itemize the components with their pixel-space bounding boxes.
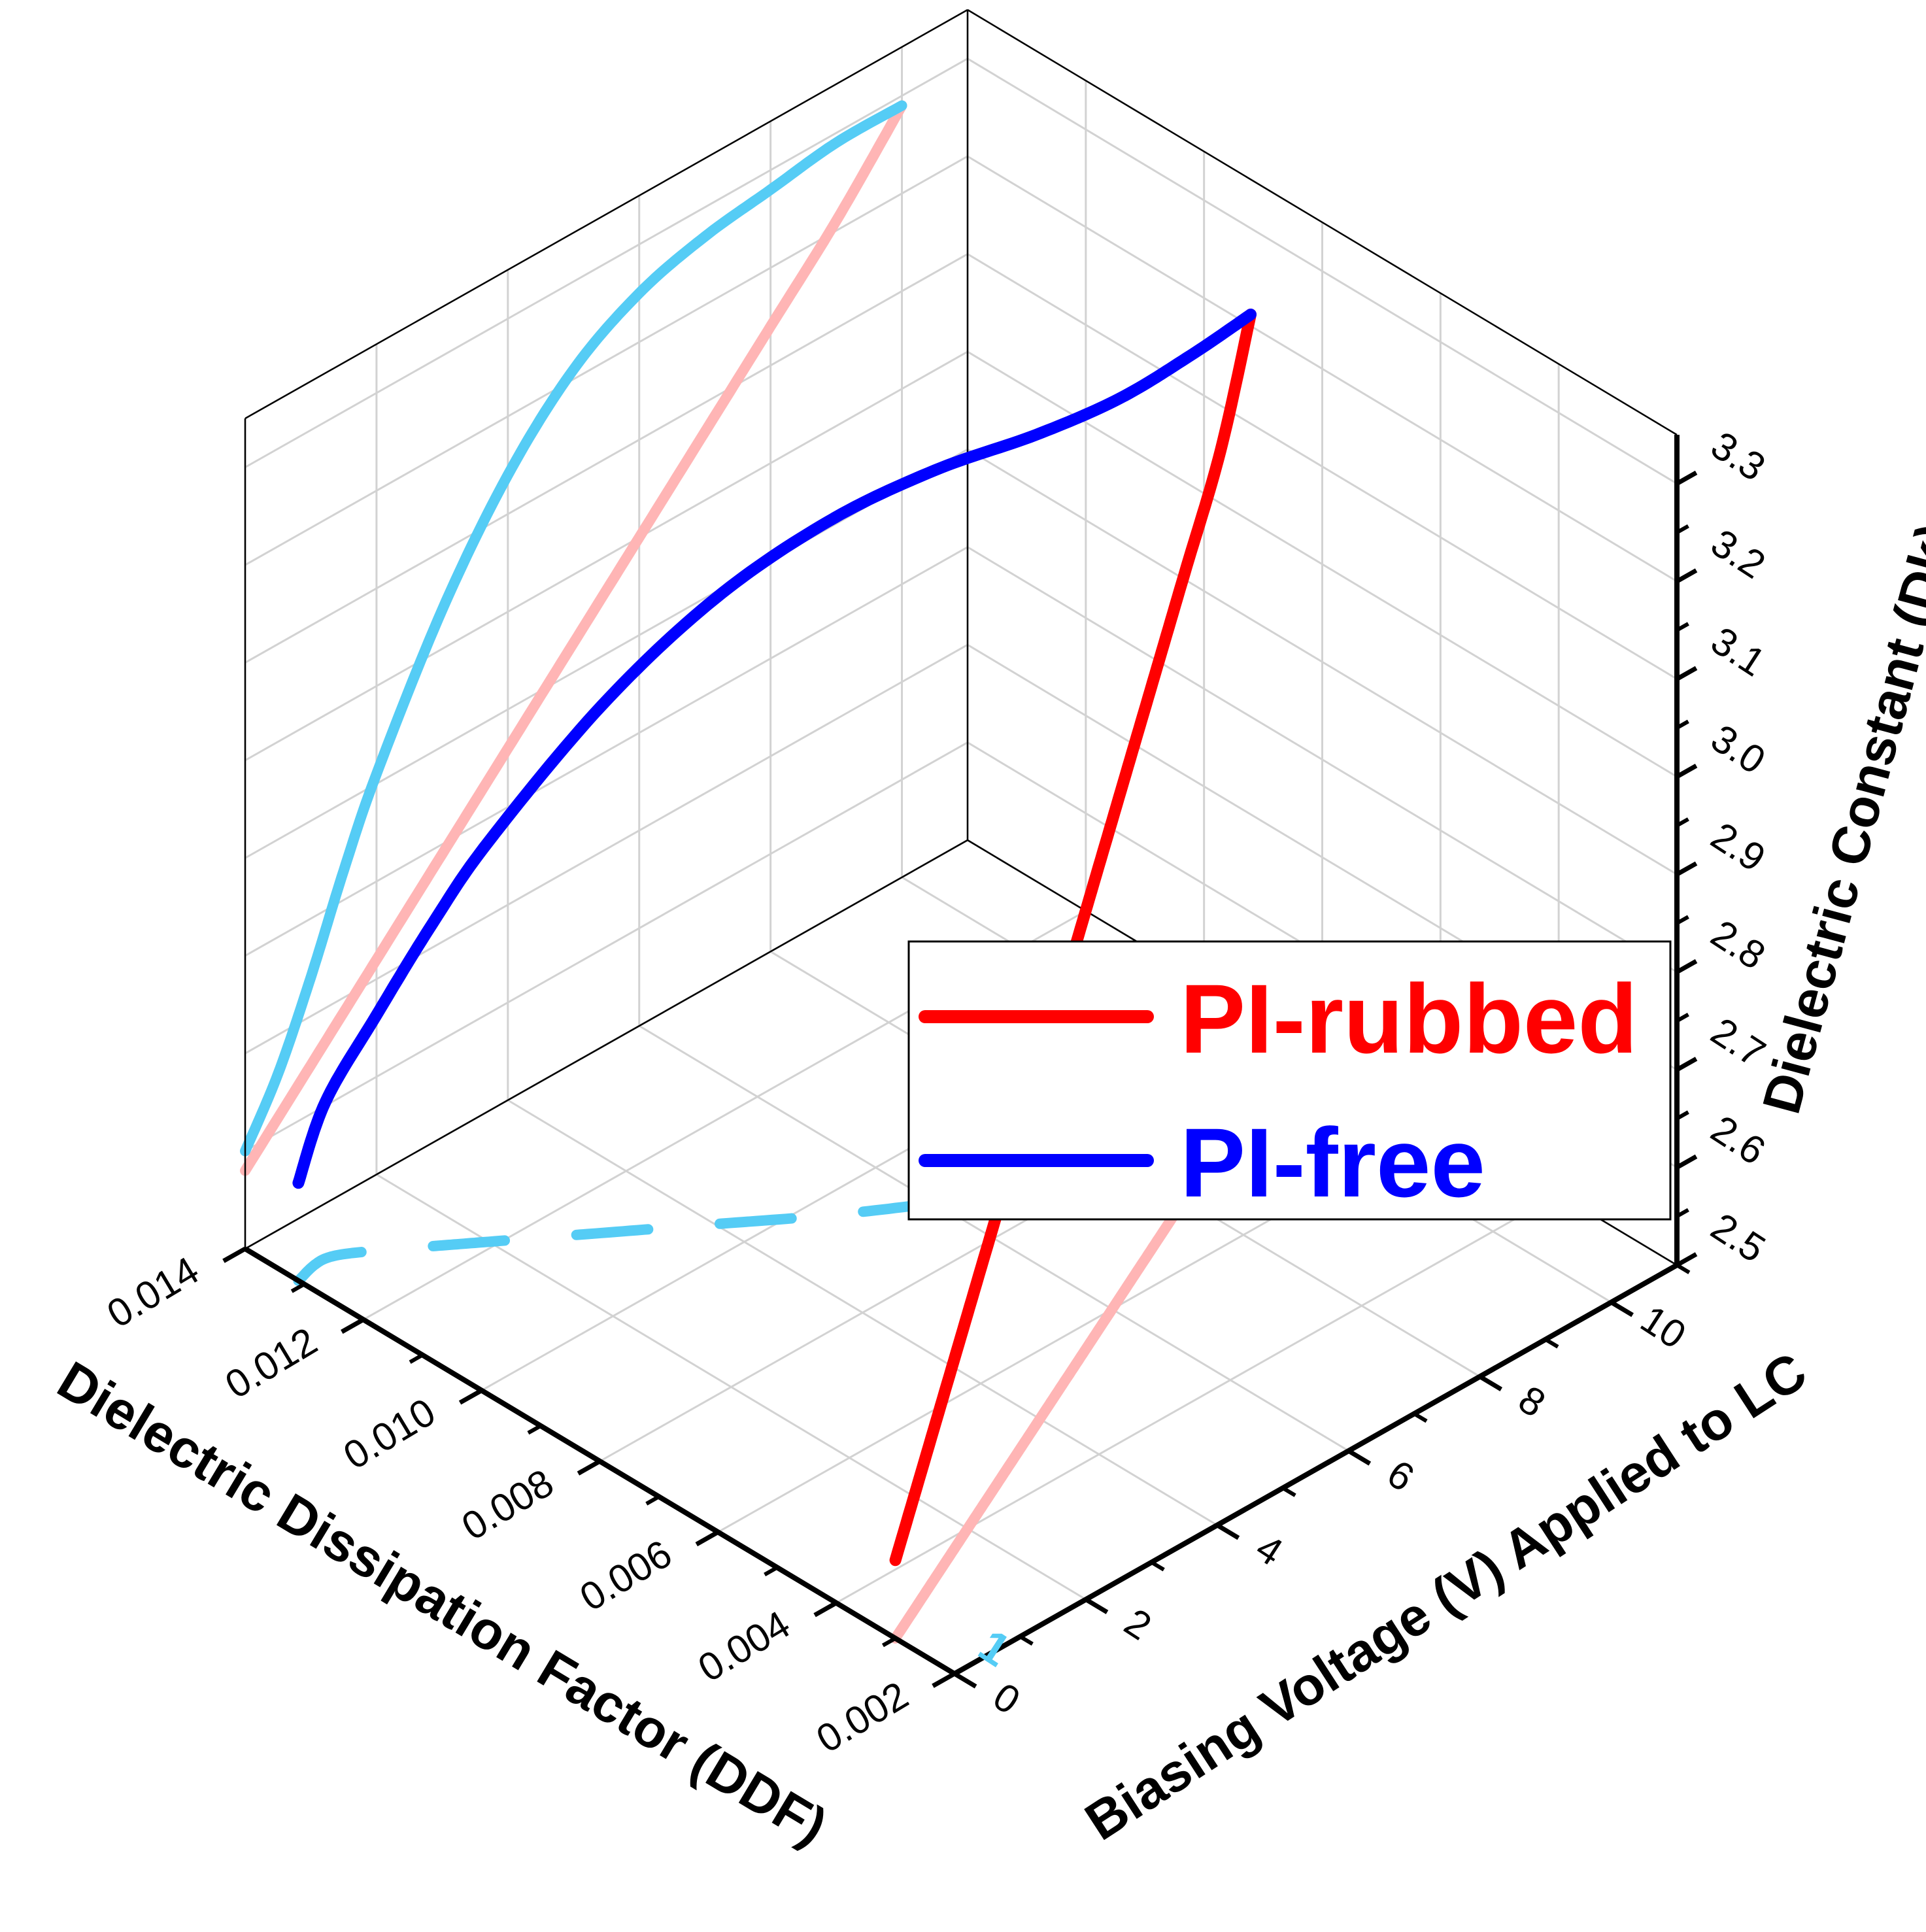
- back-wall-gridline-dk: [245, 58, 968, 469]
- back-wall-gridline-dk: [245, 350, 968, 762]
- voltage-tick-label: 6: [1379, 1451, 1421, 1500]
- dk-tick: [1676, 861, 1698, 877]
- ddf-minor-tick: [527, 1424, 542, 1435]
- side-wall-gridline-dk: [967, 350, 1678, 778]
- voltage-tick: [1478, 1374, 1503, 1391]
- voltage-minor-tick: [1544, 1338, 1559, 1349]
- voltage-tick-label: 8: [1511, 1377, 1553, 1425]
- side-wall-gridline-dk: [967, 58, 1678, 484]
- voltage-tick-label: 10: [1633, 1296, 1693, 1357]
- dk-tick-label: 3.2: [1704, 520, 1773, 587]
- legend-box: [907, 940, 1672, 1221]
- voltage-tick: [1347, 1449, 1372, 1466]
- ddf-tick-label: 0.014: [99, 1248, 206, 1336]
- ddf-tick-label: 0.010: [336, 1390, 443, 1478]
- back-wall-gridline-dk: [245, 155, 968, 566]
- dk-tick-label: 3.3: [1704, 423, 1773, 490]
- pi-free-floor-projection: [293, 1081, 1256, 1286]
- dk-tick-label: 2.8: [1704, 911, 1773, 978]
- side-wall-gridline-dk: [967, 253, 1678, 680]
- voltage-minor-tick: [1019, 1635, 1034, 1646]
- ddf-tick: [932, 1671, 956, 1688]
- floor-annotation-label: 1: [970, 1619, 1019, 1676]
- dk-tick: [1676, 958, 1698, 974]
- legend-label: PI-free: [1180, 1108, 1485, 1217]
- ddf-tick-label: 0.004: [690, 1602, 797, 1691]
- voltage-tick: [1610, 1300, 1634, 1317]
- ddf-minor-tick: [409, 1353, 424, 1364]
- voltage-tick: [953, 1671, 977, 1689]
- ddf-tick: [695, 1530, 720, 1547]
- side-wall-gridline-dk: [967, 546, 1678, 974]
- dk-minor-tick: [1676, 1208, 1689, 1218]
- voltage-axis-line: [953, 1263, 1678, 1676]
- dk-minor-tick: [1676, 719, 1689, 730]
- ddf-axis-title: Dielectric Dissipation Factor (DDF): [48, 1350, 837, 1857]
- dk-tick-label: 2.6: [1704, 1107, 1773, 1174]
- dk-tick: [1676, 568, 1698, 584]
- box-edge: [245, 839, 968, 1250]
- box-edge: [245, 8, 968, 420]
- dk-tick-label: 3.0: [1704, 716, 1773, 783]
- voltage-tick-label: 2: [1117, 1600, 1158, 1648]
- voltage-minor-tick: [1281, 1486, 1296, 1497]
- dk-tick-label: 3.1: [1704, 619, 1773, 685]
- ddf-tick-label: 0.012: [218, 1319, 324, 1407]
- dk-minor-tick: [1676, 1110, 1689, 1121]
- ddf-tick: [577, 1459, 601, 1476]
- voltage-tick: [1085, 1597, 1109, 1614]
- dk-tick: [1676, 764, 1698, 779]
- voltage-minor-tick: [1413, 1412, 1428, 1423]
- voltage-tick-label: 0: [986, 1674, 1028, 1723]
- voltage-axis-title: Biasing Voltage (V) Applied to LC: [1075, 1341, 1817, 1852]
- ddf-minor-tick: [290, 1282, 305, 1293]
- dk-tick: [1676, 1057, 1698, 1072]
- ddf-tick-label: 0.006: [573, 1531, 679, 1619]
- dk-minor-tick: [1676, 915, 1689, 925]
- ddf-minor-tick: [881, 1636, 897, 1648]
- voltage-tick-label: 4: [1248, 1525, 1290, 1574]
- ddf-minor-tick: [645, 1495, 660, 1506]
- pi-free-line: [292, 309, 1257, 1189]
- back-wall-gridline-dk: [245, 253, 968, 664]
- pi-free-wall-projection: [240, 100, 907, 1157]
- ddf-tick: [341, 1317, 365, 1334]
- dk-minor-tick: [1676, 524, 1689, 535]
- dk-minor-tick: [1676, 817, 1689, 828]
- ddf-tick: [813, 1601, 837, 1618]
- dk-tick: [1676, 1154, 1698, 1170]
- dk-tick-label: 2.9: [1704, 814, 1773, 881]
- dk-axis-title: Dielectric Constant (Dk): [1751, 517, 1926, 1119]
- ddf-minor-tick: [764, 1565, 779, 1576]
- voltage-tick: [1216, 1523, 1240, 1540]
- ddf-tick: [222, 1246, 246, 1263]
- side-wall-gridline-dk: [967, 155, 1678, 583]
- back-wall-gridline-dk: [245, 546, 968, 957]
- dk-tick: [1676, 1252, 1698, 1268]
- voltage-minor-tick: [1150, 1560, 1165, 1572]
- legend-label: PI-rubbed: [1180, 964, 1638, 1074]
- ddf-tick-label: 0.002: [809, 1673, 915, 1761]
- ddf-tick: [458, 1388, 483, 1405]
- dk-minor-tick: [1676, 622, 1689, 632]
- dk-tick-label: 2.5: [1704, 1204, 1773, 1271]
- pi-rubbed-wall-projection: [240, 100, 907, 1176]
- box-edge: [967, 8, 1678, 436]
- dk-tick: [1676, 470, 1698, 486]
- dk-minor-tick: [1676, 1013, 1689, 1023]
- back-wall-gridline-dk: [245, 741, 968, 1152]
- ddf-tick-label: 0.008: [454, 1461, 561, 1549]
- side-wall-gridline-dk: [967, 449, 1678, 875]
- floor-gridline-ddf: [836, 1193, 1559, 1604]
- dk-tick: [1676, 666, 1698, 681]
